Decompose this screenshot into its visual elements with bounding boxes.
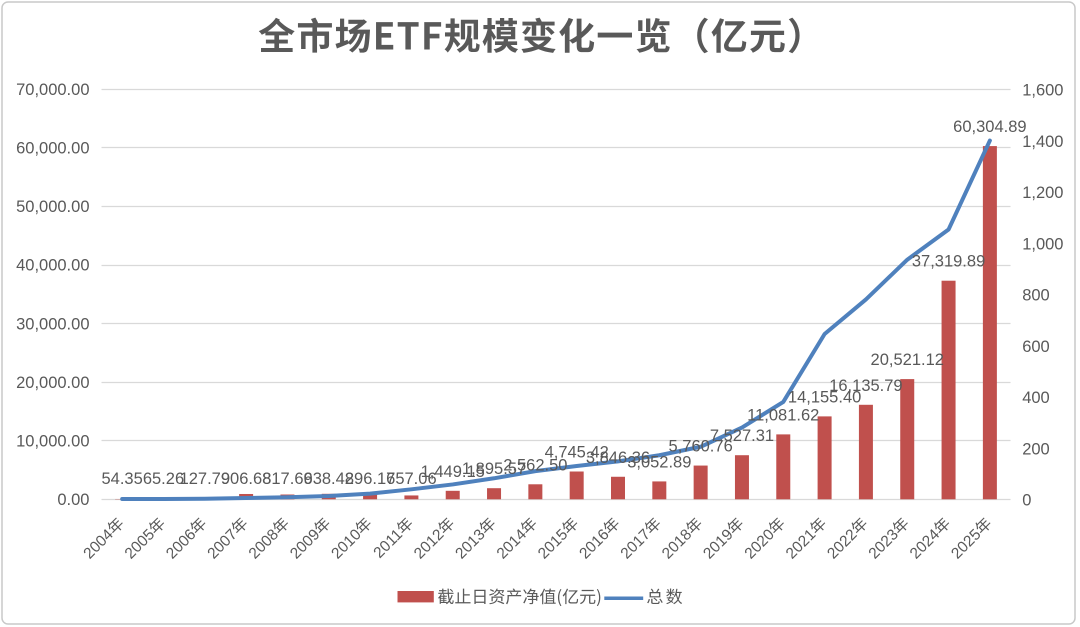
svg-text:14,155.40: 14,155.40: [788, 388, 861, 406]
svg-text:3,052.89: 3,052.89: [627, 453, 691, 471]
svg-text:37,319.89: 37,319.89: [912, 253, 985, 271]
svg-text:20,000.00: 20,000.00: [16, 374, 89, 392]
svg-text:1,000: 1,000: [1022, 235, 1063, 253]
svg-text:906.68: 906.68: [221, 470, 271, 488]
svg-text:20,521.12: 20,521.12: [871, 351, 944, 369]
svg-text:2,562.50: 2,562.50: [503, 456, 567, 474]
svg-text:7,527.31: 7,527.31: [710, 427, 774, 445]
svg-text:200: 200: [1022, 440, 1050, 458]
svg-text:30,000.00: 30,000.00: [16, 315, 89, 333]
svg-text:16,135.79: 16,135.79: [829, 377, 902, 395]
svg-text:5,760.76: 5,760.76: [669, 438, 733, 456]
svg-text:938.42: 938.42: [304, 470, 354, 488]
svg-text:50,000.00: 50,000.00: [16, 198, 89, 216]
svg-text:65.26: 65.26: [143, 470, 184, 488]
svg-text:1,400: 1,400: [1022, 133, 1063, 151]
svg-text:60,000.00: 60,000.00: [16, 140, 89, 158]
svg-text:1,449.15: 1,449.15: [421, 463, 485, 481]
svg-text:400: 400: [1022, 389, 1050, 407]
svg-text:600: 600: [1022, 338, 1050, 356]
svg-text:4,745.42: 4,745.42: [545, 444, 609, 462]
svg-text:1,600: 1,600: [1022, 82, 1063, 100]
svg-text:896.17: 896.17: [345, 470, 395, 488]
svg-text:800: 800: [1022, 287, 1050, 305]
svg-text:54.35: 54.35: [102, 470, 143, 488]
svg-text:817.66: 817.66: [262, 470, 312, 488]
svg-text:0: 0: [1022, 492, 1031, 510]
svg-text:127.79: 127.79: [180, 470, 230, 488]
svg-text:3,846.36: 3,846.36: [586, 449, 650, 467]
svg-text:1,895.57: 1,895.57: [462, 460, 526, 478]
svg-text:11,081.62: 11,081.62: [747, 406, 819, 424]
svg-text:657.06: 657.06: [386, 470, 436, 488]
svg-text:60,304.89: 60,304.89: [953, 118, 1026, 136]
svg-text:10,000.00: 10,000.00: [16, 432, 89, 450]
svg-text:1,200: 1,200: [1022, 184, 1063, 202]
svg-text:70,000.00: 70,000.00: [16, 81, 89, 99]
svg-text:0.00: 0.00: [57, 491, 89, 509]
svg-text:40,000.00: 40,000.00: [16, 257, 89, 275]
